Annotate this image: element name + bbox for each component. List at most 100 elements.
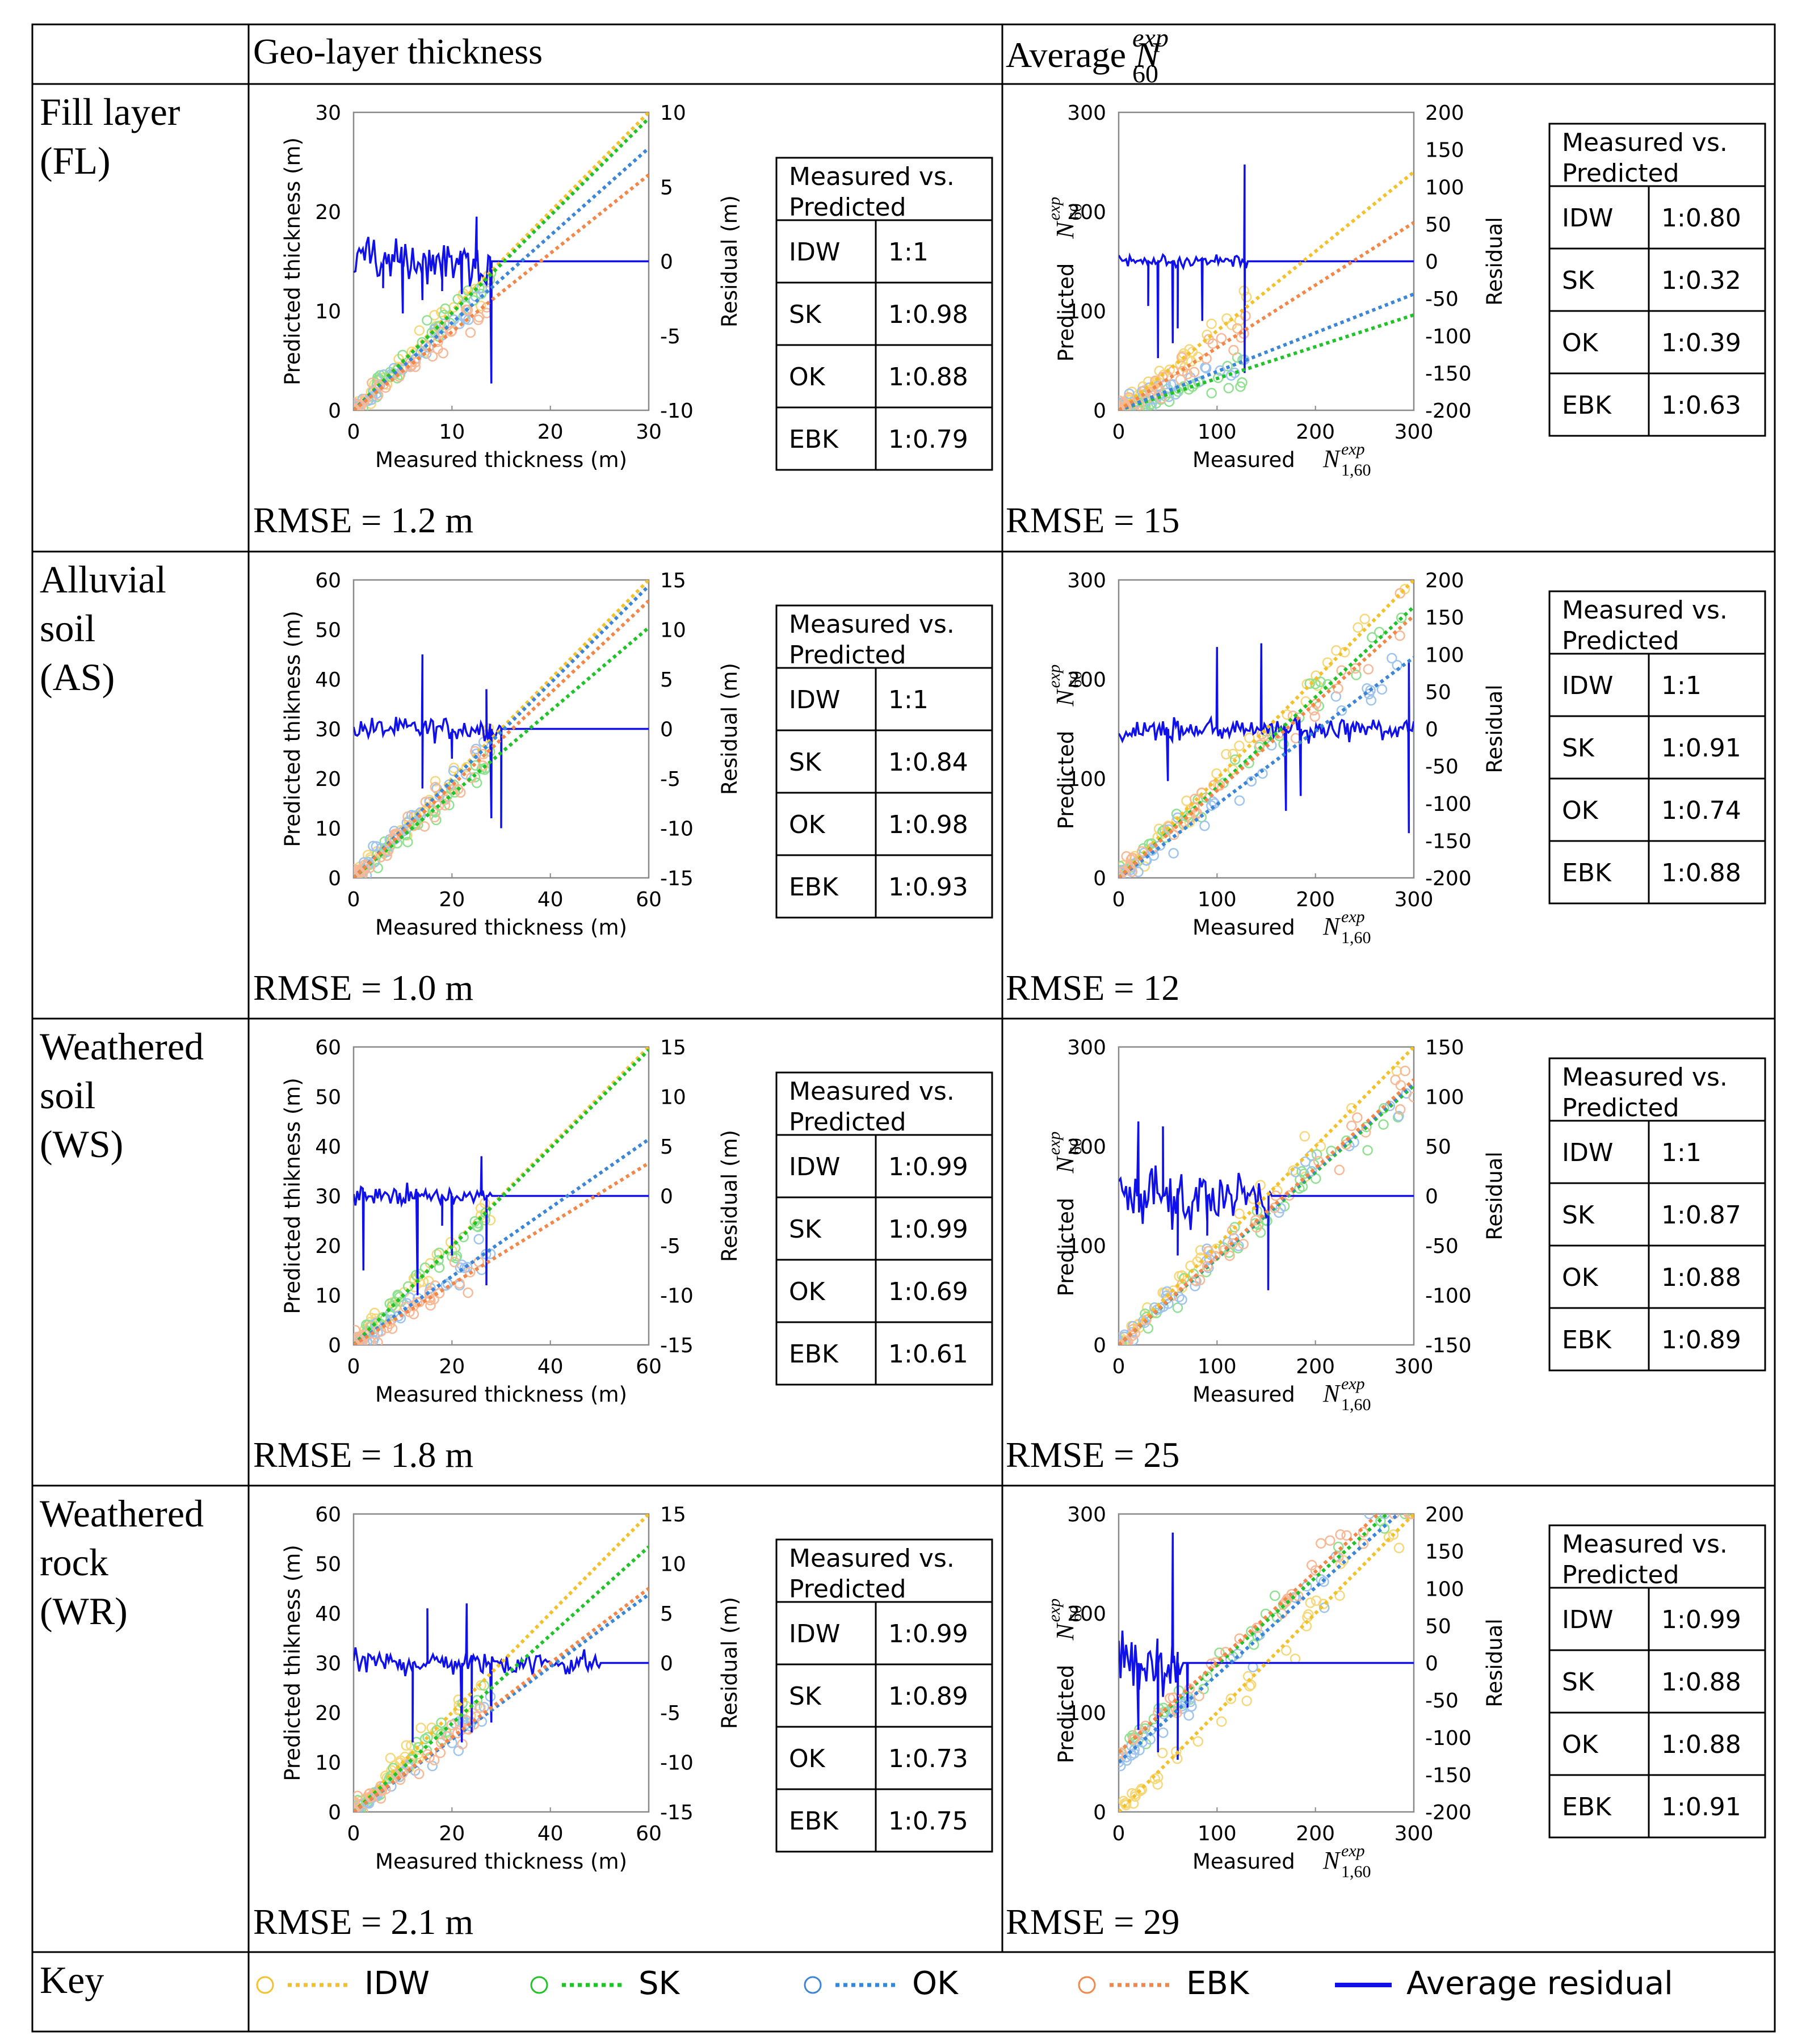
table-ratio-SK: 1:0.98 <box>888 300 968 329</box>
table-header-line-1: Measured vs. <box>1562 128 1728 157</box>
y2-tick-label: -50 <box>1425 288 1459 311</box>
scatter-point-SK <box>472 1221 484 1233</box>
y2-tick-label: 0 <box>1425 251 1438 274</box>
average-residual-line <box>1119 164 1414 373</box>
scatter-point-OK <box>1154 1302 1165 1314</box>
scatter-point-OK <box>1177 1294 1187 1305</box>
scatter-point-EBK <box>1335 1529 1346 1540</box>
trendline-IDW <box>1119 170 1414 410</box>
y2-tick-label: 50 <box>1425 1615 1451 1638</box>
scatter-point-EBK <box>1182 368 1193 380</box>
y2-tick-label: 150 <box>1425 1036 1464 1059</box>
y-tick-label: 50 <box>315 1553 341 1576</box>
table-method-EBK: EBK <box>789 425 839 454</box>
scatter-point-SK <box>1235 381 1246 392</box>
scatter-point-IDW <box>1388 1529 1399 1540</box>
scatter-point-SK <box>1351 670 1362 680</box>
y2-tick-label: -200 <box>1425 1801 1472 1824</box>
y2-tick-label: -5 <box>660 1702 681 1725</box>
svg-text:Predicted: Predicted <box>1054 1198 1078 1297</box>
scatter-point-IDW <box>1244 733 1255 743</box>
table-method-SK: SK <box>1562 1201 1595 1230</box>
scatter-point-EBK <box>1269 1202 1280 1213</box>
legend-label-IDW: IDW <box>364 1965 430 2002</box>
scatter-point-SK <box>1379 1103 1389 1114</box>
y-tick-label: 30 <box>315 1185 341 1209</box>
scatter-point-SK <box>433 1255 444 1266</box>
scatter-point-SK <box>1188 1268 1199 1280</box>
scatter-point-EBK <box>1188 367 1200 377</box>
x-tick-label: 300 <box>1395 420 1434 444</box>
table-method-OK: OK <box>1562 1730 1599 1759</box>
scatter-point-SK <box>422 315 432 326</box>
y-tick-label: 30 <box>315 718 341 742</box>
ratio-table-thickness: Measured vs.Predicted IDW 1:1 SK 1:0.98 OK 1:0… <box>775 157 993 471</box>
trendline-IDW <box>1119 1514 1414 1812</box>
scatter-point-IDW <box>1241 1696 1252 1706</box>
table-ratio-OK: 1:0.73 <box>888 1744 968 1773</box>
table-ratio-IDW: 1:1 <box>888 238 929 267</box>
scatter-point-EBK <box>433 800 444 811</box>
svg-text:exp: exp <box>1341 440 1365 459</box>
scatter-point-IDW <box>1228 748 1238 759</box>
scatter-point-IDW <box>1206 318 1217 329</box>
scatter-point-EBK <box>1228 344 1239 356</box>
y2-tick-label: 5 <box>660 1603 673 1626</box>
y-tick-label: 60 <box>315 1036 341 1059</box>
y-tick-label: 200 <box>1067 1135 1106 1159</box>
y2-tick-label: 100 <box>1425 1578 1464 1601</box>
scatter-point-IDW <box>1152 1779 1163 1790</box>
scatter-point-IDW <box>1195 1245 1206 1256</box>
scatter-point-SK <box>436 1717 447 1728</box>
scatter-point-EBK <box>1127 866 1138 877</box>
scatter-point-SK <box>1361 1121 1372 1133</box>
scatter-point-EBK <box>440 794 451 805</box>
scatter-point-EBK <box>1175 374 1186 385</box>
y-tick-label: 300 <box>1067 569 1106 592</box>
scatter-point-SK <box>417 337 427 348</box>
scatter-point-EBK <box>439 800 451 811</box>
scatter-point-EBK <box>1406 1514 1414 1520</box>
svg-text:Measured: Measured <box>1192 1382 1295 1407</box>
y2-tick-label: -150 <box>1425 1764 1472 1787</box>
scatter-point-EBK <box>387 1323 398 1334</box>
scatter-point-EBK <box>1227 1238 1238 1249</box>
table-ratio-SK: 1:0.88 <box>1661 1668 1741 1697</box>
x-tick-label: 0 <box>1112 1355 1125 1378</box>
svg-text:60: 60 <box>1066 1138 1085 1155</box>
scatter-point-IDW <box>1318 1599 1329 1609</box>
table-ratio-EBK: 1:0.63 <box>1661 391 1741 420</box>
table-header-line-2: Predicted <box>789 1575 906 1604</box>
scatter-point-IDW <box>1331 645 1342 656</box>
table-method-OK: OK <box>1562 1263 1599 1292</box>
average-residual-line <box>354 1603 649 1743</box>
table-ratio-SK: 1:0.84 <box>888 748 968 777</box>
trendline-EBK <box>1119 1078 1414 1345</box>
scatter-point-EBK <box>1194 1275 1206 1286</box>
scatter-point-EBK <box>1184 1683 1195 1694</box>
scatter-point-SK <box>434 1262 445 1273</box>
table-ratio-EBK: 1:0.79 <box>888 425 968 454</box>
table-method-OK: OK <box>789 1744 826 1773</box>
legend-label-residual: Average residual <box>1406 1965 1673 2002</box>
scatter-point-SK <box>1396 612 1407 623</box>
y-tick-label: 100 <box>1067 1702 1106 1725</box>
scatter-point-EBK <box>419 821 430 832</box>
rmse-spt: RMSE = 29 <box>1006 1902 1179 1942</box>
scatter-point-SK <box>1248 1639 1259 1650</box>
scatter-point-OK <box>1306 1166 1317 1177</box>
x-tick-label: 20 <box>537 420 564 444</box>
scatter-point-IDW <box>1299 1131 1310 1142</box>
table-method-SK: SK <box>789 300 822 329</box>
scatter-point-SK <box>1378 1119 1389 1130</box>
legend-label-SK: SK <box>639 1965 681 2002</box>
svg-text:Predicted: Predicted <box>1054 731 1078 830</box>
y2-tick-label: 5 <box>660 1135 673 1159</box>
average-residual-line <box>1119 1532 1414 1760</box>
scatter-point-EBK <box>1341 1530 1352 1541</box>
scatter-point-IDW <box>476 300 486 312</box>
scatter-point-EBK <box>1395 630 1405 641</box>
scatter-point-EBK <box>1196 787 1207 798</box>
